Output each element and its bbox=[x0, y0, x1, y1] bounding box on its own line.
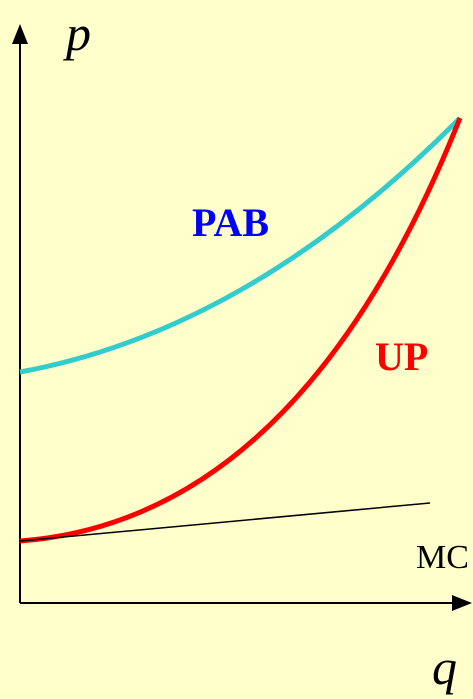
up-label: UP bbox=[375, 334, 428, 379]
mc-label: MC bbox=[416, 539, 469, 576]
x-axis-arrow bbox=[452, 595, 472, 611]
up-curve bbox=[19, 117, 463, 544]
y-axis-label: p bbox=[63, 5, 91, 61]
x-axis-label: q bbox=[432, 639, 457, 695]
mc-line bbox=[19, 502, 431, 542]
y-axis-arrow bbox=[12, 24, 28, 44]
pab-label: PAB bbox=[192, 200, 269, 245]
pab-curve bbox=[19, 116, 462, 375]
